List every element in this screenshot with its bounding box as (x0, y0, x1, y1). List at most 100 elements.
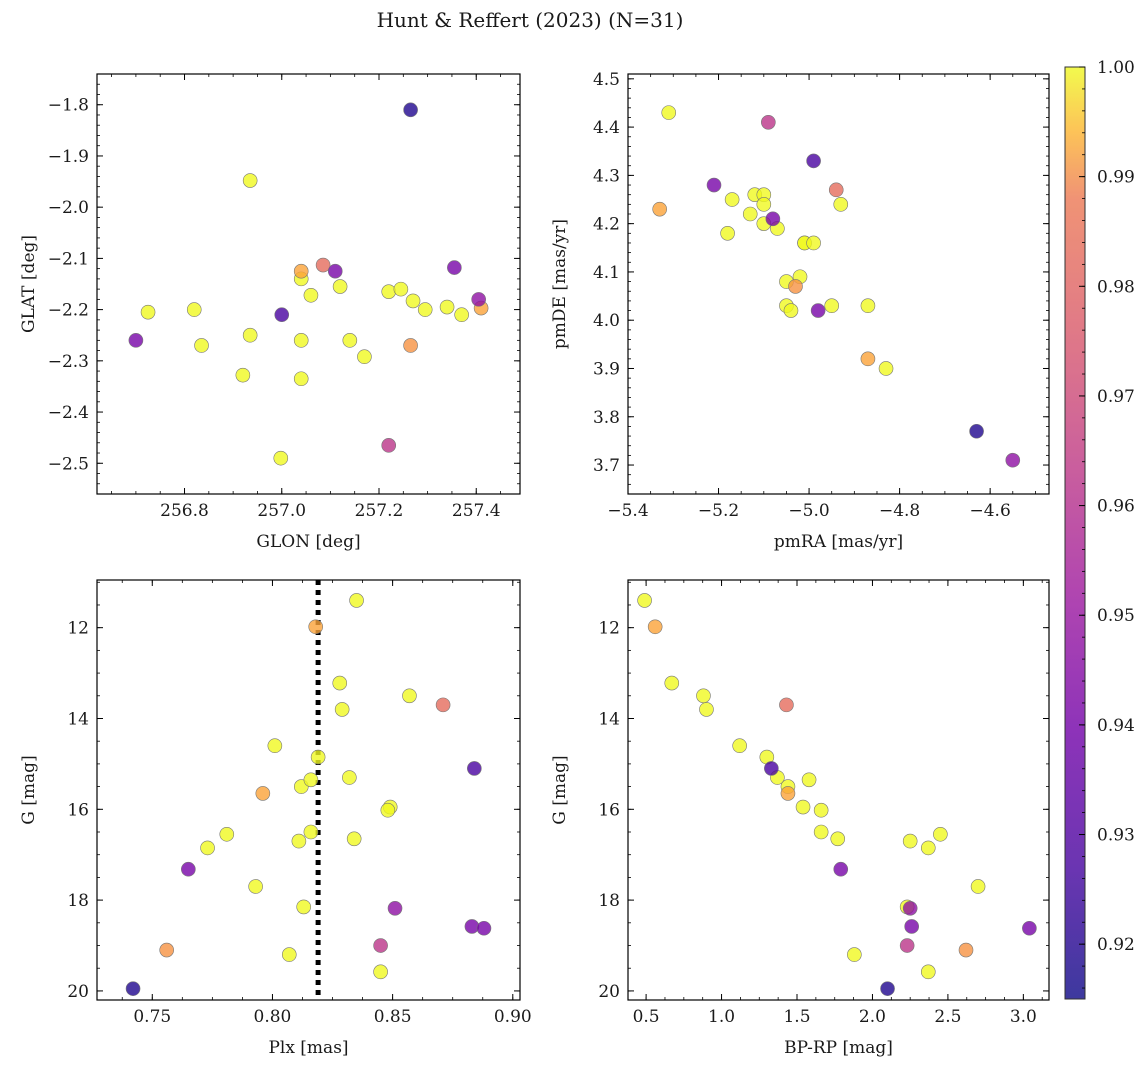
scatter-panels: 256.8 257.0 257.2 257.4 −1.8 −1.9 −2.0 −2.1 −2.2… (19, 70, 1050, 1058)
data-point (920, 964, 936, 980)
data-point (880, 981, 895, 996)
data-point (248, 879, 263, 894)
y-tick-label: 12 (598, 619, 620, 639)
y-tick-label: 16 (67, 800, 89, 820)
data-point (813, 802, 829, 818)
data-point (1022, 920, 1037, 936)
data-point (706, 177, 722, 193)
data-point (860, 351, 876, 367)
colorbar: 1.00 0.99 0.98 0.97 0.96 0.95 0.94 0.93 0.92 (1064, 58, 1135, 1000)
y-tick-label: 14 (598, 709, 620, 729)
y-tick-label: 4.2 (593, 215, 620, 235)
data-point (181, 861, 196, 877)
data-point (724, 192, 740, 207)
data-point (334, 702, 350, 717)
data-point (242, 327, 258, 343)
y-tick-label: −1.9 (48, 147, 89, 167)
x-tick-label: 0.75 (133, 1007, 171, 1027)
y-tick-label: 3.8 (593, 408, 620, 428)
plot-frame (627, 579, 1050, 1001)
data-point (194, 338, 209, 353)
data-point (303, 772, 319, 788)
x-tick-label: 0.5 (633, 1007, 660, 1027)
data-point (303, 824, 319, 840)
y-tick-label: 4.5 (593, 70, 620, 90)
y-tick-label: −2.1 (48, 249, 89, 269)
y-axis-label: pmDE [mas/yr] (550, 219, 570, 349)
data-point (806, 153, 821, 169)
data-point (332, 279, 348, 294)
y-tick-label: 14 (67, 709, 89, 729)
y-tick-label: 16 (598, 800, 620, 820)
data-point (647, 619, 663, 635)
x-tick-label: 1.0 (708, 1007, 735, 1027)
y-tick-label: 12 (67, 619, 89, 639)
data-point (128, 333, 144, 348)
data-point (454, 307, 469, 323)
data-point (904, 919, 919, 934)
data-point (357, 349, 372, 365)
data-point (281, 947, 297, 962)
data-point (349, 593, 364, 608)
x-tick-label: 2.0 (859, 1007, 886, 1027)
data-point (332, 675, 348, 691)
data-point (303, 287, 319, 303)
x-tick-label: 3.0 (1010, 1007, 1037, 1027)
data-points (637, 593, 1037, 996)
colorbar-tick-label: 0.97 (1097, 387, 1135, 407)
data-point (833, 861, 849, 877)
plot-frame (627, 73, 1050, 495)
y-tick-label: −1.8 (48, 96, 89, 116)
colorbar-tick-label: 0.93 (1097, 826, 1135, 846)
y-tick-label: 18 (67, 891, 89, 911)
data-point (255, 786, 271, 801)
y-tick-label: −2.3 (48, 352, 89, 372)
x-axis-label: GLON [deg] (256, 532, 360, 552)
plot-frame (96, 73, 521, 495)
data-point (235, 367, 251, 383)
plot-frame (96, 579, 521, 1001)
data-point (447, 260, 462, 275)
y-tick-label: 4.3 (593, 166, 620, 186)
x-tick-label: 1.5 (783, 1007, 810, 1027)
data-point (435, 697, 451, 713)
data-point (439, 299, 455, 315)
y-tick-label: 4.4 (593, 118, 620, 138)
x-tick-label: −4.8 (879, 501, 920, 521)
data-point (661, 105, 677, 120)
data-point (847, 947, 862, 962)
data-point (742, 206, 758, 222)
data-point (293, 263, 309, 279)
y-tick-label: −2.0 (48, 198, 89, 218)
y-tick-label: 3.7 (593, 456, 620, 476)
x-tick-label: −5.2 (698, 501, 739, 521)
data-point (293, 333, 309, 348)
data-point (125, 981, 141, 996)
data-point (801, 772, 817, 788)
data-point (315, 257, 331, 273)
data-point (810, 303, 826, 318)
x-tick-label: 257.0 (257, 501, 306, 521)
data-point (732, 738, 747, 754)
data-point (381, 284, 397, 299)
data-points (128, 102, 489, 466)
x-axis-label: pmRA [mas/yr] (774, 532, 903, 552)
x-tick-label: 0.80 (254, 1007, 292, 1027)
y-tick-label: 20 (67, 982, 89, 1002)
x-tick-label: 257.2 (355, 501, 404, 521)
data-point (402, 688, 417, 704)
data-point (696, 688, 711, 704)
x-tick-label: 256.8 (160, 501, 209, 521)
colorbar-gradient (1064, 66, 1086, 1000)
data-point (242, 173, 258, 188)
data-point (140, 304, 156, 320)
data-point (824, 298, 840, 314)
x-tick-label: 0.90 (494, 1007, 532, 1027)
y-tick-label: 4.1 (593, 263, 620, 283)
colorbar-tick-label: 0.98 (1097, 277, 1135, 297)
x-tick-label: −4.6 (970, 501, 1011, 521)
scatter-panel-1: 256.8 257.0 257.2 257.4 −1.8 −1.9 −2.0 −2.1 −2.2… (19, 73, 521, 552)
data-point (464, 919, 480, 934)
figure-title: Hunt & Reffert (2023) (N=31) (377, 8, 684, 32)
data-point (720, 226, 735, 241)
